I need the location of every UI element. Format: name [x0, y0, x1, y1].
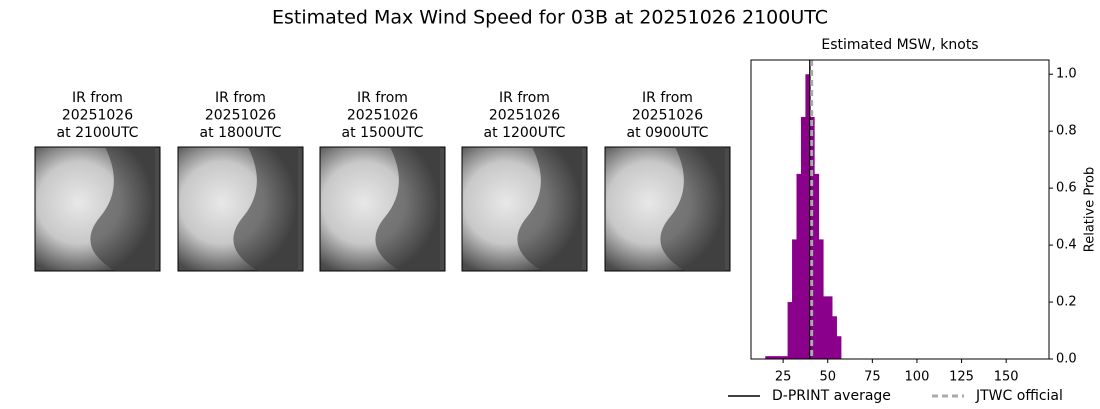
y-tick-label: 0.2 — [1056, 295, 1077, 310]
panel-label: IR from — [357, 90, 408, 106]
y-tick-label: 0.6 — [1056, 181, 1077, 196]
bar — [818, 239, 824, 359]
y-tick-label: 0.4 — [1056, 238, 1077, 253]
panel-label: IR from — [499, 90, 550, 106]
ir-band — [90, 147, 155, 271]
panel-label: at 1800UTC — [200, 125, 282, 141]
bar — [774, 356, 779, 359]
panel-label: 20251026 — [62, 108, 133, 124]
bar — [769, 356, 775, 359]
chart-title: Estimated MSW, knots — [821, 37, 978, 53]
x-tick-label: 50 — [819, 370, 836, 385]
panel-label: IR from — [642, 90, 693, 106]
panel-label: at 0900UTC — [627, 125, 709, 141]
x-tick-label: 150 — [994, 370, 1019, 385]
panel-label: 20251026 — [347, 108, 418, 124]
ir-band — [375, 147, 440, 271]
panel-label: at 1500UTC — [342, 125, 424, 141]
panel-label: 20251026 — [632, 108, 703, 124]
bar — [800, 116, 806, 359]
bar — [778, 356, 784, 359]
panel-label: IR from — [72, 90, 123, 106]
bar — [836, 336, 842, 359]
bar — [796, 173, 802, 359]
panel-label: 20251026 — [205, 108, 276, 124]
bar — [827, 296, 833, 359]
bar — [792, 239, 797, 359]
panel-label: at 1200UTC — [484, 125, 566, 141]
plot-frame — [750, 59, 1050, 360]
x-tick-label: 25 — [775, 370, 792, 385]
y-tick-label: 1.0 — [1056, 67, 1077, 82]
panel-label: IR from — [215, 90, 266, 106]
legend-label: JTWC official — [975, 388, 1063, 404]
ir-band — [517, 147, 582, 271]
x-tick-label: 125 — [949, 370, 974, 385]
bar — [814, 173, 820, 359]
figure-title: Estimated Max Wind Speed for 03B at 2025… — [272, 7, 828, 29]
panel-label: at 2100UTC — [57, 125, 139, 141]
ir-band — [660, 147, 725, 271]
bar — [823, 296, 829, 359]
ir-band — [233, 147, 298, 271]
y-tick-label: 0.0 — [1056, 352, 1077, 367]
panel-label: 20251026 — [489, 108, 560, 124]
x-tick-label: 75 — [864, 370, 881, 385]
bar — [809, 116, 815, 359]
legend-label: D-PRINT average — [772, 388, 891, 404]
bar — [765, 356, 771, 359]
y-axis-label: Relative Prob — [1083, 167, 1098, 252]
bar — [805, 74, 811, 359]
x-tick-label: 100 — [905, 370, 930, 385]
bar — [832, 316, 837, 359]
bar — [787, 302, 793, 359]
y-tick-label: 0.8 — [1056, 124, 1077, 139]
bar — [783, 356, 788, 359]
